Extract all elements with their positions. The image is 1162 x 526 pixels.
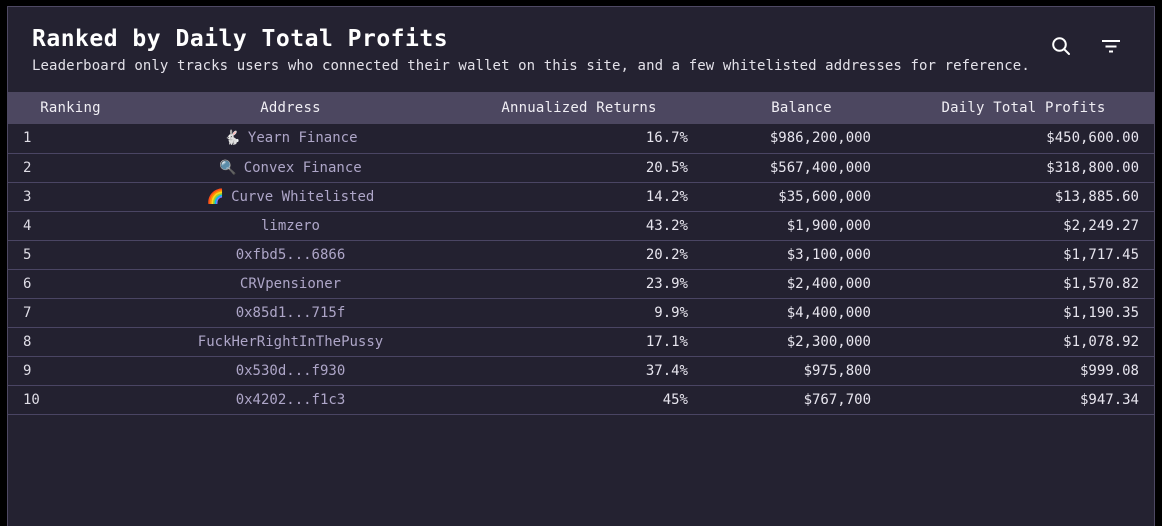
table-row[interactable]: 7 0x85d1...715f 9.9% $4,400,000 $1,190.35 bbox=[8, 298, 1154, 327]
cell-annualized-returns: 23.9% bbox=[645, 275, 688, 292]
address-label: 0xfbd5...6866 bbox=[235, 246, 346, 263]
cell-balance: $4,400,000 bbox=[786, 304, 871, 321]
magnifier-emoji-icon: 🔍 bbox=[219, 159, 237, 176]
address-label: 0x85d1...715f bbox=[235, 304, 346, 321]
column-header-balance: Balance bbox=[771, 100, 832, 116]
cell-daily-total-profits: $2,249.27 bbox=[1063, 217, 1139, 234]
cell-daily-total-profits: $1,190.35 bbox=[1063, 304, 1139, 321]
table-row[interactable]: 10 0x4202...f1c3 45% $767,700 $947.34 bbox=[8, 385, 1154, 414]
cell-balance: $767,700 bbox=[803, 391, 871, 408]
cell-address: CRVpensioner bbox=[133, 269, 448, 298]
cell-annualized-returns: 20.5% bbox=[645, 159, 688, 176]
search-icon[interactable] bbox=[1051, 36, 1071, 56]
cell-annualized-returns: 20.2% bbox=[645, 246, 688, 263]
cell-ranking: 3 bbox=[23, 188, 32, 205]
cell-daily-total-profits: $13,885.60 bbox=[1054, 188, 1139, 205]
address-label: 0x530d...f930 bbox=[235, 362, 346, 379]
cell-annualized-returns: 14.2% bbox=[645, 188, 688, 205]
cell-annualized-returns: 45% bbox=[662, 391, 688, 408]
leaderboard-table: Ranking Address Annualized Returns Balan… bbox=[8, 92, 1154, 415]
address-label: 0x4202...f1c3 bbox=[235, 391, 346, 408]
cell-daily-total-profits: $947.34 bbox=[1079, 391, 1139, 408]
page-title: Ranked by Daily Total Profits bbox=[32, 26, 449, 52]
cell-address: 0x85d1...715f bbox=[133, 298, 448, 327]
table-row[interactable]: 5 0xfbd5...6866 20.2% $3,100,000 $1,717.45 bbox=[8, 240, 1154, 269]
cell-ranking: 5 bbox=[23, 246, 32, 263]
cell-annualized-returns: 43.2% bbox=[645, 217, 688, 234]
column-header-annualized-returns: Annualized Returns bbox=[501, 100, 657, 116]
cell-address: 0x4202...f1c3 bbox=[133, 385, 448, 414]
cell-ranking: 4 bbox=[23, 217, 32, 234]
table-row[interactable]: 6 CRVpensioner 23.9% $2,400,000 $1,570.82 bbox=[8, 269, 1154, 298]
cell-address: 🐇 Yearn Finance bbox=[133, 124, 448, 153]
cell-daily-total-profits: $999.08 bbox=[1079, 362, 1139, 379]
cell-ranking: 2 bbox=[23, 159, 32, 176]
cell-address: 🔍 Convex Finance bbox=[133, 153, 448, 182]
cell-balance: $1,900,000 bbox=[786, 217, 871, 234]
cell-balance: $2,300,000 bbox=[786, 333, 871, 350]
leaderboard-card: Ranked by Daily Total Profits Leaderboar… bbox=[7, 6, 1155, 526]
address-label: Yearn Finance bbox=[247, 130, 358, 147]
column-header-ranking: Ranking bbox=[40, 100, 101, 116]
header-actions bbox=[1051, 36, 1121, 56]
cell-balance: $35,600,000 bbox=[778, 188, 871, 205]
cell-ranking: 10 bbox=[23, 391, 40, 408]
column-header-daily-total-profits: Daily Total Profits bbox=[941, 100, 1106, 116]
table-header-row: Ranking Address Annualized Returns Balan… bbox=[8, 92, 1154, 124]
cell-balance: $975,800 bbox=[803, 362, 871, 379]
cell-ranking: 9 bbox=[23, 362, 32, 379]
cell-address: 🌈 Curve Whitelisted bbox=[133, 182, 448, 211]
table-row[interactable]: 2 🔍 Convex Finance 20.5% $567,400,000 $318,80… bbox=[8, 153, 1154, 182]
cell-ranking: 6 bbox=[23, 275, 32, 292]
cell-daily-total-profits: $1,717.45 bbox=[1063, 246, 1139, 263]
cell-annualized-returns: 9.9% bbox=[654, 304, 688, 321]
address-label: Curve Whitelisted bbox=[231, 188, 375, 205]
address-label: Convex Finance bbox=[243, 159, 362, 176]
address-label: limzero bbox=[260, 217, 320, 234]
cell-balance: $3,100,000 bbox=[786, 246, 871, 263]
cell-address: limzero bbox=[133, 211, 448, 240]
leaderboard-body: 1 🐇 Yearn Finance 16.7% $986,200,000 $450,600… bbox=[8, 124, 1154, 414]
cell-annualized-returns: 37.4% bbox=[645, 362, 688, 379]
table-row[interactable]: 4 limzero 43.2% $1,900,000 $2,249.27 bbox=[8, 211, 1154, 240]
cell-address: 0x530d...f930 bbox=[133, 356, 448, 385]
address-label: CRVpensioner bbox=[239, 275, 342, 292]
table-row[interactable]: 8 FuckHerRightInThePussy 17.1% $2,300,000 $1… bbox=[8, 327, 1154, 356]
cell-balance: $567,400,000 bbox=[769, 159, 871, 176]
table-row[interactable]: 9 0x530d...f930 37.4% $975,800 $999.08 bbox=[8, 356, 1154, 385]
page-subtitle: Leaderboard only tracks users who connec… bbox=[32, 58, 1030, 74]
cell-address: 0xfbd5...6866 bbox=[133, 240, 448, 269]
table-row[interactable]: 3 🌈 Curve Whitelisted 14.2% $35,600,000 $13,8… bbox=[8, 182, 1154, 211]
table-row[interactable]: 1 🐇 Yearn Finance 16.7% $986,200,000 $450,600… bbox=[8, 124, 1154, 153]
cell-daily-total-profits: $1,570.82 bbox=[1063, 275, 1139, 292]
cell-ranking: 8 bbox=[23, 333, 32, 350]
filter-icon[interactable] bbox=[1101, 39, 1121, 54]
rabbit-emoji-icon: 🐇 bbox=[223, 130, 241, 147]
cell-annualized-returns: 17.1% bbox=[645, 333, 688, 350]
rainbow-emoji-icon: 🌈 bbox=[206, 188, 225, 205]
cell-daily-total-profits: $318,800.00 bbox=[1046, 159, 1139, 176]
cell-balance: $986,200,000 bbox=[769, 130, 871, 147]
cell-daily-total-profits: $1,078.92 bbox=[1063, 333, 1139, 350]
cell-ranking: 1 bbox=[23, 130, 32, 147]
card-header: Ranked by Daily Total Profits Leaderboar… bbox=[8, 7, 1154, 92]
address-label: FuckHerRightInThePussy bbox=[197, 333, 384, 350]
cell-daily-total-profits: $450,600.00 bbox=[1046, 130, 1139, 147]
column-header-address: Address bbox=[260, 100, 321, 116]
cell-annualized-returns: 16.7% bbox=[645, 130, 688, 147]
cell-ranking: 7 bbox=[23, 304, 32, 321]
cell-address: FuckHerRightInThePussy bbox=[133, 327, 448, 356]
cell-balance: $2,400,000 bbox=[786, 275, 871, 292]
